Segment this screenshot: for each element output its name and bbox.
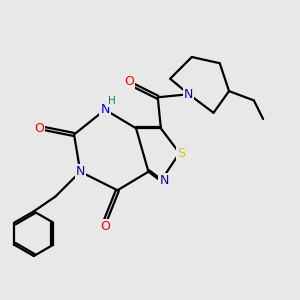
- Text: N: N: [184, 88, 194, 101]
- Text: N: N: [159, 175, 169, 188]
- Text: O: O: [100, 220, 110, 233]
- Text: O: O: [34, 122, 44, 135]
- Text: S: S: [177, 147, 185, 160]
- Text: N: N: [100, 103, 110, 116]
- Text: H: H: [108, 96, 116, 106]
- Text: N: N: [76, 165, 85, 178]
- Text: O: O: [124, 75, 134, 88]
